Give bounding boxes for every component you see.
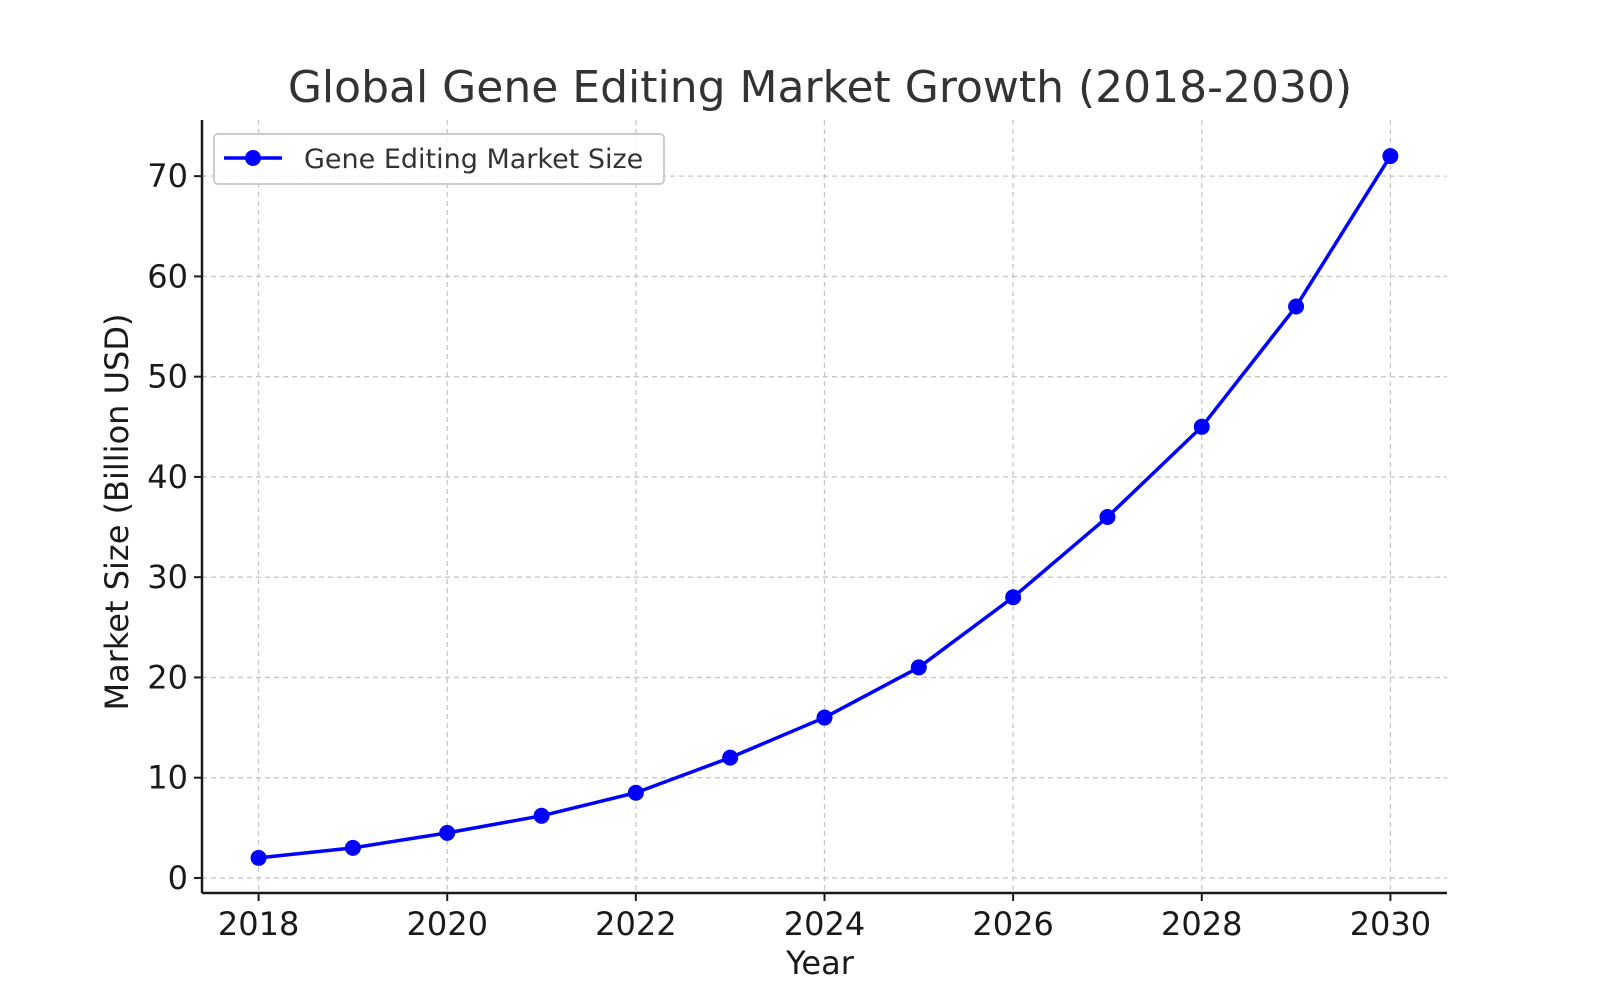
y-tick-label: 60 (147, 257, 188, 295)
x-tick-label: 2030 (1350, 905, 1431, 943)
data-point (816, 709, 833, 726)
y-axis-label: Market Size (Billion USD) (98, 314, 136, 711)
y-tick-label: 10 (147, 759, 188, 797)
data-point (1099, 509, 1116, 526)
x-axis-label: Year (785, 944, 855, 982)
y-tick-label: 50 (147, 358, 188, 396)
x-tick-label: 2022 (595, 905, 676, 943)
legend-entry-label: Gene Editing Market Size (304, 144, 643, 175)
chart-title: Global Gene Editing Market Growth (2018-… (288, 62, 1352, 113)
legend: Gene Editing Market Size (213, 133, 665, 185)
data-point (722, 749, 739, 766)
y-tick-label: 70 (147, 157, 188, 195)
data-point (627, 784, 644, 801)
x-tick-label: 2028 (1161, 905, 1242, 943)
series-layer (250, 148, 1399, 866)
x-tick-label: 2026 (972, 905, 1053, 943)
y-tick-label: 30 (147, 558, 188, 596)
x-tick-label: 2020 (407, 905, 488, 943)
data-point (439, 824, 456, 841)
grid-layer (202, 120, 1447, 893)
data-point (910, 659, 927, 676)
tick-layer: 2018 2020 2022 2024 2026 2028 2030010203040506… (147, 157, 1431, 943)
data-point (1382, 148, 1399, 165)
data-point (250, 849, 267, 866)
data-point (533, 807, 550, 824)
x-tick-label: 2018 (218, 905, 299, 943)
y-tick-label: 40 (147, 458, 188, 496)
data-point (344, 839, 361, 856)
y-tick-label: 20 (147, 658, 188, 696)
legend-marker-swatch (245, 150, 261, 166)
y-tick-label: 0 (168, 859, 188, 897)
legend-box (213, 133, 665, 185)
data-point (1288, 298, 1305, 315)
data-point (1193, 418, 1210, 435)
data-point (1005, 589, 1022, 606)
x-tick-label: 2024 (784, 905, 865, 943)
